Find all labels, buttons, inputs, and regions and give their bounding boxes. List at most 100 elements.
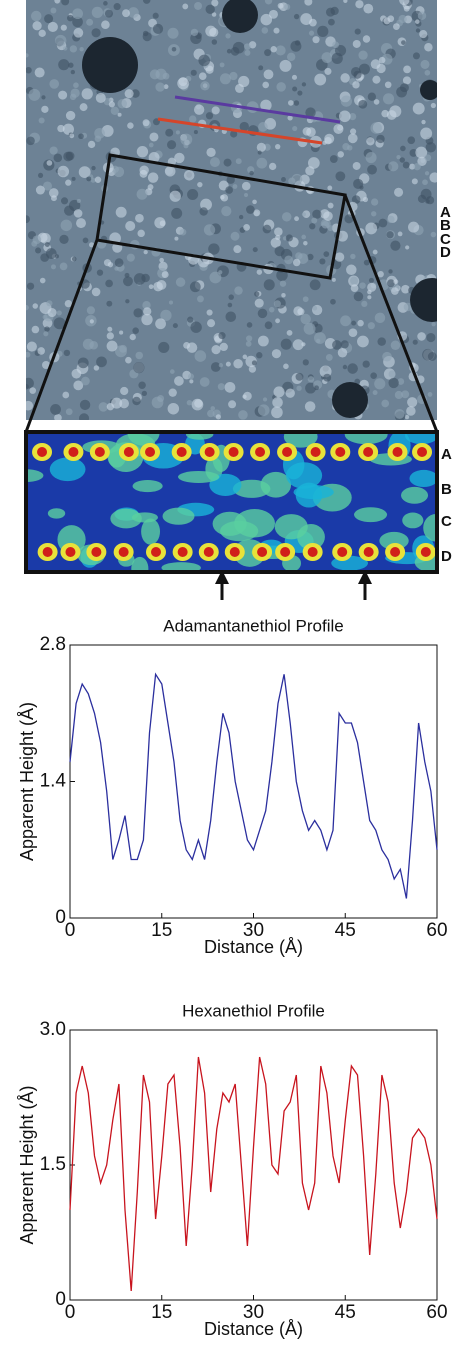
stm-texture: [54, 413, 62, 420]
stm-texture: [226, 48, 232, 54]
stm-texture: [152, 23, 164, 34]
stm-texture: [61, 0, 70, 6]
stm-texture: [377, 270, 384, 278]
stm-texture: [314, 73, 327, 86]
stm-texture: [402, 161, 410, 169]
stm-texture: [210, 362, 221, 372]
stm-pit: [82, 37, 138, 93]
row-label: A: [440, 204, 451, 221]
stm-texture: [281, 212, 292, 222]
stm-texture: [94, 135, 102, 142]
stm-texture: [246, 335, 253, 342]
stm-texture: [180, 133, 193, 146]
zoom-spot: [229, 547, 240, 557]
stm-texture: [261, 27, 269, 34]
stm-texture: [275, 143, 281, 150]
stm-texture: [233, 245, 242, 254]
stm-texture: [387, 215, 395, 224]
stm-texture: [106, 300, 113, 307]
stm-texture: [338, 110, 351, 123]
stm-texture: [399, 0, 410, 6]
stm-texture: [340, 95, 352, 107]
stm-texture: [407, 136, 416, 145]
stm-texture: [331, 277, 336, 282]
stm-texture: [420, 127, 433, 140]
stm-texture: [257, 404, 270, 416]
stm-texture: [155, 318, 166, 330]
stm-texture: [215, 414, 222, 420]
stm-texture: [348, 112, 357, 121]
stm-texture: [353, 178, 364, 189]
row-label: B: [440, 217, 451, 234]
stm-texture: [141, 273, 150, 283]
stm-texture: [93, 365, 100, 371]
stm-texture: [292, 86, 298, 92]
stm-texture: [59, 234, 69, 245]
stm-texture: [174, 152, 185, 164]
stm-texture: [165, 128, 174, 137]
stm-texture: [96, 356, 107, 368]
stm-texture: [117, 99, 127, 109]
stm-texture: [415, 28, 421, 33]
zoom-texture: [161, 562, 201, 572]
stm-texture: [415, 19, 420, 24]
stm-texture: [39, 277, 46, 284]
stm-texture: [141, 390, 147, 396]
stm-texture: [232, 41, 245, 54]
stm-texture: [169, 190, 181, 202]
stm-texture: [417, 332, 426, 341]
stm-texture: [264, 321, 273, 330]
stm-texture: [32, 303, 39, 309]
stm-texture: [262, 81, 270, 89]
stm-texture: [304, 401, 316, 412]
stm-texture: [60, 197, 69, 205]
stm-texture: [49, 146, 58, 155]
stm-texture: [325, 353, 333, 361]
stm-texture: [422, 179, 428, 186]
stm-texture: [131, 89, 140, 98]
stm-texture: [401, 40, 406, 45]
stm-texture: [275, 45, 286, 56]
zoom-spot: [392, 447, 403, 457]
stm-texture: [89, 340, 99, 350]
stm-texture: [281, 177, 286, 182]
line-series: [69, 1056, 438, 1292]
stm-texture: [219, 342, 228, 352]
stm-texture: [354, 28, 361, 35]
stm-texture: [229, 71, 238, 81]
stm-texture: [148, 152, 160, 163]
stm-texture: [44, 14, 54, 24]
stm-texture: [63, 349, 71, 357]
stm-texture: [94, 176, 102, 183]
y-tick-label: 1.5: [40, 1154, 66, 1175]
stm-texture: [114, 258, 124, 268]
stm-texture: [258, 122, 268, 132]
stm-texture: [163, 84, 169, 90]
zoom-texture: [405, 432, 437, 445]
stm-texture: [243, 223, 251, 231]
stm-texture: [34, 67, 45, 78]
stm-texture: [86, 176, 92, 182]
stm-texture: [137, 229, 145, 238]
zoom-texture: [131, 512, 158, 523]
stm-texture: [342, 364, 348, 370]
stm-texture: [362, 360, 370, 368]
stm-texture: [198, 72, 207, 80]
stm-texture: [89, 242, 95, 248]
zoom-texture: [354, 507, 388, 523]
stm-texture: [417, 11, 427, 21]
stm-texture: [350, 128, 357, 135]
zoom-spot: [420, 547, 431, 557]
stm-texture: [370, 372, 377, 379]
stm-texture: [207, 409, 215, 418]
stm-texture: [424, 171, 430, 176]
stm-texture: [125, 220, 136, 232]
stm-texture: [187, 316, 194, 323]
stm-texture: [169, 369, 175, 374]
stm-texture: [26, 136, 35, 146]
stm-texture: [138, 381, 146, 389]
stm-texture: [148, 284, 154, 290]
stm-texture: [402, 76, 412, 85]
zoom-spot: [390, 547, 401, 557]
stm-texture: [161, 271, 169, 279]
